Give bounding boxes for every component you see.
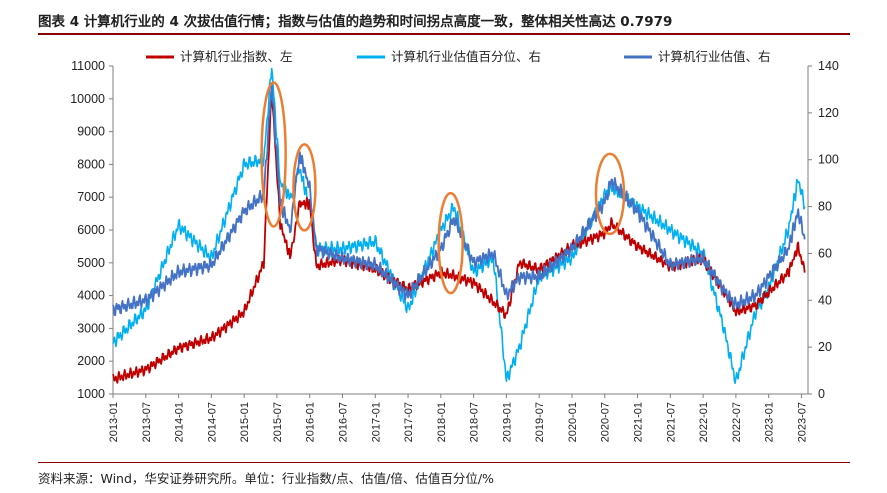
x-tick-label: 2016-07	[337, 402, 349, 442]
x-tick-label: 2013-07	[141, 402, 153, 442]
peak-highlight-ellipse	[292, 143, 317, 232]
highlight-ellipses	[260, 81, 626, 295]
x-tick-label: 2017-07	[403, 402, 415, 442]
peak-highlight-ellipse	[260, 81, 287, 228]
x-tick-label: 2015-07	[272, 402, 284, 442]
y-right-tick-label: 120	[818, 106, 839, 120]
y-left-tick-label: 4000	[77, 289, 105, 303]
legend-label-0: 计算机行业指数、左	[180, 49, 293, 64]
footer-rule	[38, 462, 850, 463]
y-right-tick-label: 80	[818, 200, 832, 214]
x-tick-label: 2021-07	[665, 402, 677, 442]
x-tick-label: 2019-01	[501, 402, 513, 442]
y-right-tick-label: 40	[818, 293, 832, 307]
chart-title: 图表 4 计算机行业的 4 次拔估值行情；指数与估值的趋势和时间拐点高度一致，整…	[38, 14, 673, 30]
y-right-tick-label: 60	[818, 246, 832, 260]
y-right-tick-label: 20	[818, 340, 832, 354]
peak-highlight-ellipse	[594, 152, 626, 236]
source-note: 资料来源：Wind，华安证券研究所。单位：行业指数/点、估值/倍、估值百分位/%	[38, 471, 494, 486]
legend-label-2: 计算机行业估值、右	[658, 49, 771, 64]
x-tick-label: 2014-01	[174, 402, 186, 442]
series-line-1	[112, 67, 806, 385]
peak-highlight-ellipse	[437, 191, 464, 295]
legend: 计算机行业指数、左 计算机行业估值百分位、右 计算机行业估值、右	[146, 49, 771, 64]
legend-label-1: 计算机行业估值百分位、右	[391, 49, 541, 64]
axes: 1000200030004000500060007000800090001000…	[70, 59, 839, 442]
y-left-tick-label: 11000	[71, 59, 105, 73]
x-tick-label: 2018-01	[436, 402, 448, 442]
y-right-tick-label: 100	[818, 153, 839, 167]
y-left-tick-label: 2000	[77, 354, 105, 368]
y-left-tick-label: 6000	[77, 223, 105, 237]
x-tick-label: 2023-07	[796, 402, 808, 442]
series-group	[112, 67, 806, 385]
y-left-tick-label: 8000	[77, 157, 105, 171]
series-line-2	[112, 84, 806, 317]
y-left-tick-label: 7000	[77, 190, 105, 204]
x-tick-label: 2022-07	[731, 402, 743, 442]
x-tick-label: 2021-01	[633, 402, 645, 442]
x-tick-label: 2019-07	[534, 402, 546, 442]
y-left-tick-label: 10000	[70, 92, 105, 106]
x-tick-label: 2023-01	[764, 402, 776, 442]
x-tick-label: 2014-07	[206, 402, 218, 442]
y-left-tick-label: 3000	[77, 321, 105, 335]
y-right-tick-label: 140	[818, 59, 839, 73]
title-rule	[38, 33, 850, 35]
x-tick-label: 2015-01	[239, 402, 251, 442]
x-tick-label: 2016-01	[305, 402, 317, 442]
x-tick-label: 2022-01	[698, 402, 710, 442]
x-tick-label: 2013-01	[108, 402, 120, 442]
x-tick-label: 2020-01	[567, 402, 579, 442]
y-left-tick-label: 5000	[77, 256, 105, 270]
y-left-tick-label: 9000	[77, 125, 105, 139]
x-tick-label: 2018-07	[469, 402, 481, 442]
y-right-tick-label: 0	[818, 387, 825, 401]
y-left-tick-label: 1000	[77, 387, 105, 401]
x-tick-label: 2017-01	[370, 402, 382, 442]
x-tick-label: 2020-07	[600, 402, 612, 442]
